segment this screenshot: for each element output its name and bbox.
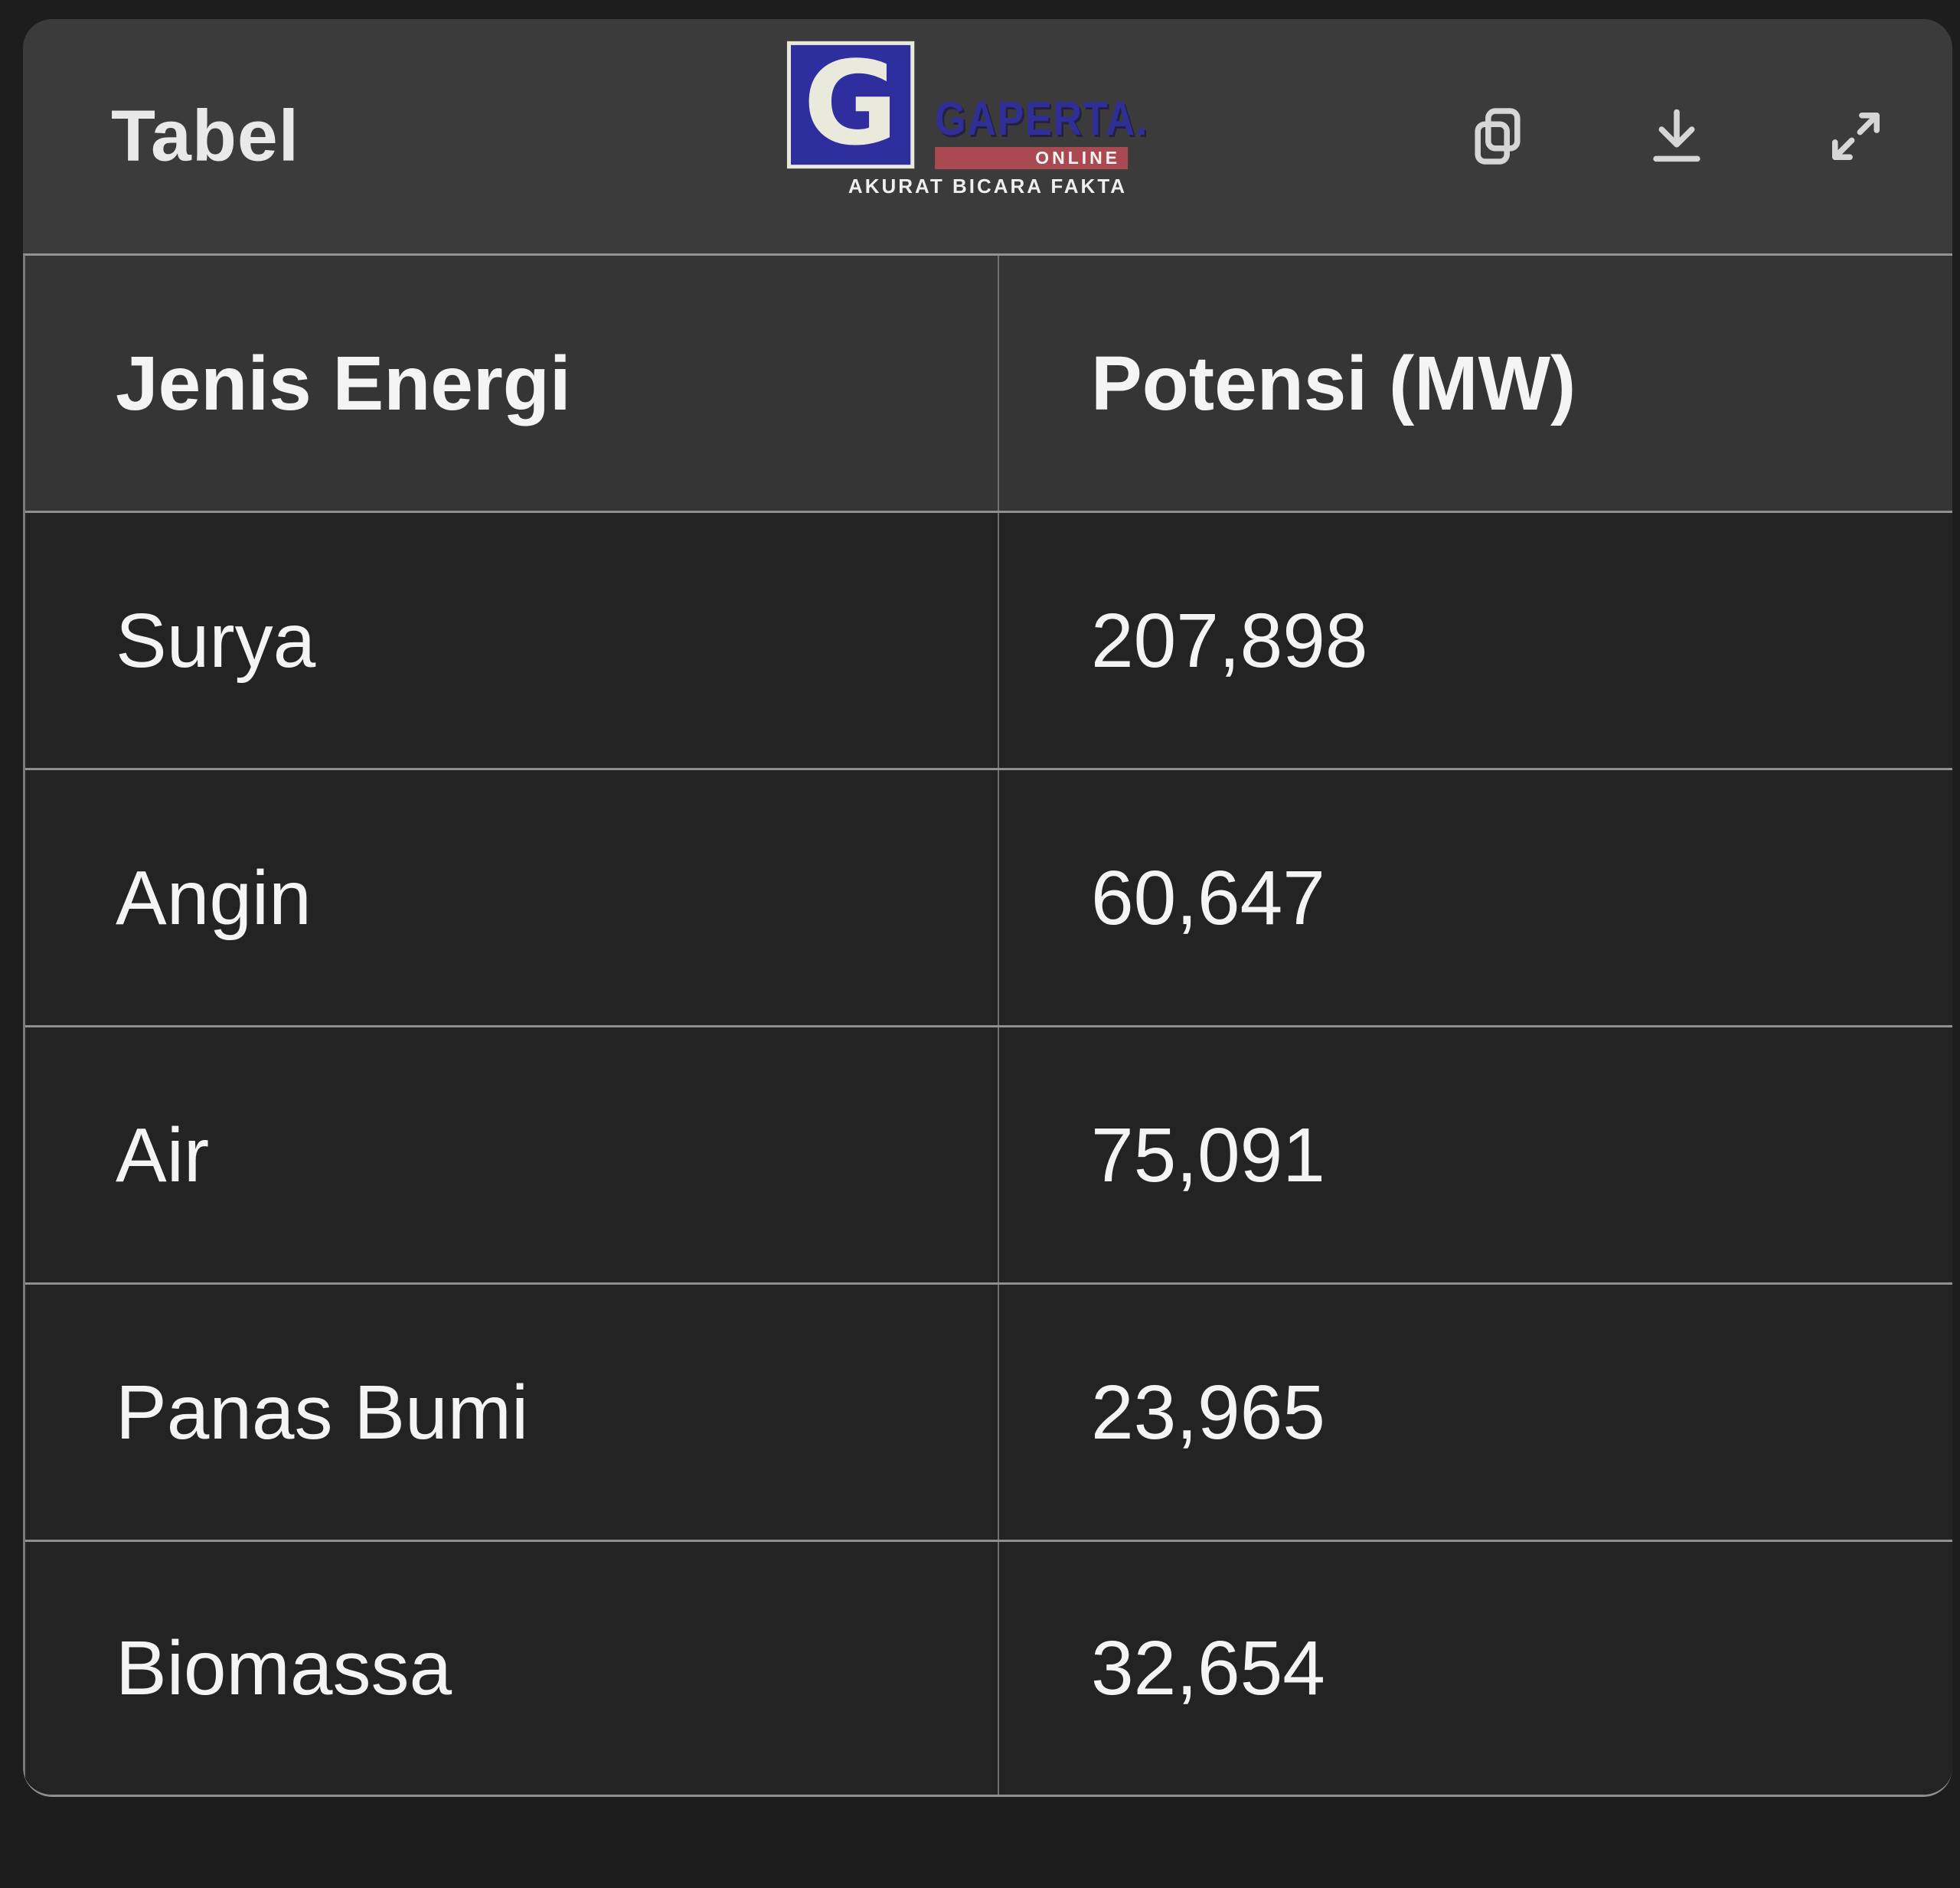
table-row: Surya 207,898 bbox=[25, 513, 1952, 770]
logo-monogram: G bbox=[803, 41, 898, 169]
cell-energy-type: Biomassa bbox=[25, 1542, 999, 1795]
table-row: Panas Bumi 23,965 bbox=[25, 1285, 1952, 1542]
download-icon bbox=[1653, 109, 1700, 162]
cell-energy-type: Angin bbox=[25, 770, 999, 1025]
copy-icon bbox=[1475, 108, 1521, 165]
column-header-potential: Potensi (MW) bbox=[1091, 340, 1576, 426]
expand-icon bbox=[1832, 113, 1880, 160]
download-button[interactable] bbox=[1644, 103, 1710, 169]
cell-potential-value: 23,965 bbox=[1091, 1369, 1325, 1455]
table-row: Biomassa 32,654 bbox=[25, 1542, 1952, 1795]
toolbar: Tabel G GAPERTA. ONLINE AKURAT BICARA FA… bbox=[23, 19, 1952, 253]
cell-potential-value: 60,647 bbox=[1091, 854, 1325, 941]
cell-energy-type: Surya bbox=[25, 513, 999, 768]
gaperta-logo: G GAPERTA. ONLINE AKURAT BICARA FAKTA bbox=[786, 41, 1189, 198]
cell-energy-type: Air bbox=[25, 1027, 999, 1282]
logo-online-banner: ONLINE bbox=[935, 147, 1129, 169]
copy-button[interactable] bbox=[1465, 103, 1530, 169]
table-row: Air 75,091 bbox=[25, 1027, 1952, 1285]
cell-energy-type: Panas Bumi bbox=[25, 1285, 999, 1540]
logo-tagline: AKURAT BICARA FAKTA bbox=[848, 175, 1128, 198]
table-widget-card: Tabel G GAPERTA. ONLINE AKURAT BICARA FA… bbox=[23, 19, 1952, 1797]
table-header-row: Jenis Energi Potensi (MW) bbox=[25, 256, 1952, 513]
table-row: Angin 60,647 bbox=[25, 770, 1952, 1027]
logo-texts: GAPERTA. ONLINE bbox=[935, 96, 1189, 169]
widget-title: Tabel bbox=[111, 95, 300, 177]
toolbar-actions bbox=[1465, 103, 1889, 169]
cell-potential-value: 32,654 bbox=[1091, 1625, 1325, 1711]
logo-wordmark: GAPERTA. bbox=[935, 93, 1148, 145]
cell-potential-value: 75,091 bbox=[1091, 1112, 1325, 1198]
logo-row: G GAPERTA. ONLINE bbox=[786, 41, 1189, 169]
expand-button[interactable] bbox=[1823, 103, 1889, 169]
data-table: Jenis Energi Potensi (MW) Surya 207,898 … bbox=[23, 253, 1952, 1795]
gaperta-logo-icon: G bbox=[786, 41, 915, 169]
cell-potential-value: 207,898 bbox=[1091, 597, 1368, 684]
column-header-energy-type: Jenis Energi bbox=[25, 256, 999, 511]
